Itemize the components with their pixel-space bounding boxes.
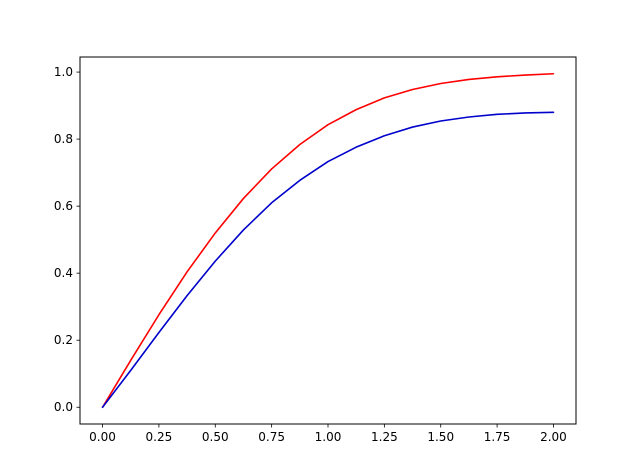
series-line-2 (101, 111, 555, 409)
y-tick-label: 0.4 (54, 266, 73, 280)
series-line-1 (101, 72, 555, 409)
x-tick-label: 1.25 (371, 430, 398, 444)
x-tick-label: 0.00 (89, 430, 116, 444)
x-axis-ticks: 0.00 0.25 0.50 0.75 1.00 1.25 1.50 1.75 2.00 (89, 424, 567, 444)
plot-frame (79, 56, 577, 425)
x-tick-label: 0.75 (258, 430, 285, 444)
x-tick-label: 2.00 (540, 430, 567, 444)
x-tick-label: 0.50 (202, 430, 229, 444)
y-tick-label: 0.6 (54, 199, 73, 213)
y-axis-ticks: 0.0 0.2 0.4 0.6 0.8 1.0 (54, 65, 80, 414)
y-tick-label: 0.2 (54, 333, 73, 347)
x-tick-label: 1.00 (315, 430, 342, 444)
x-tick-label: 1.75 (484, 430, 511, 444)
y-tick-label: 0.0 (54, 400, 73, 414)
y-tick-label: 0.8 (54, 132, 73, 146)
x-tick-label: 1.50 (427, 430, 454, 444)
series-lines (101, 72, 555, 409)
y-tick-label: 1.0 (54, 65, 73, 79)
x-tick-label: 0.25 (146, 430, 173, 444)
